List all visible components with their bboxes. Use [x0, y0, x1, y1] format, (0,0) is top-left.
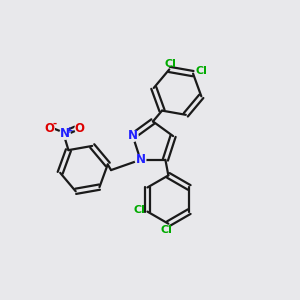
Text: O: O [45, 122, 55, 135]
Circle shape [128, 131, 138, 141]
Text: +: + [65, 126, 73, 135]
Text: Cl: Cl [133, 205, 145, 215]
Text: Cl: Cl [165, 59, 177, 69]
Circle shape [45, 124, 54, 133]
Circle shape [135, 154, 146, 165]
Circle shape [75, 124, 84, 133]
Text: N: N [128, 129, 138, 142]
Text: N: N [60, 128, 70, 140]
Text: O: O [75, 122, 85, 135]
Circle shape [60, 129, 70, 139]
Text: Cl: Cl [161, 225, 173, 235]
Text: Cl: Cl [195, 66, 207, 76]
Text: N: N [136, 153, 146, 166]
Text: -: - [52, 118, 57, 129]
